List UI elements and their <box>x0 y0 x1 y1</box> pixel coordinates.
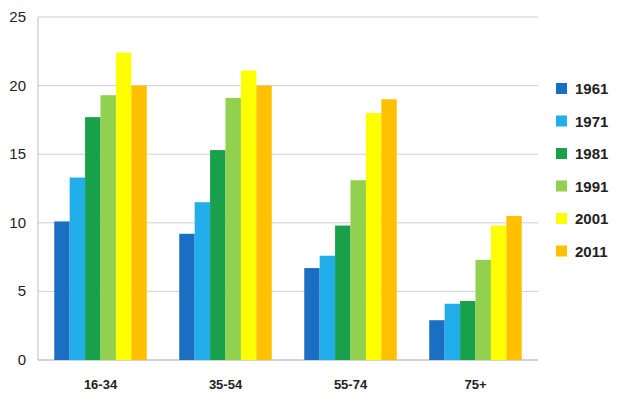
chart-svg: 0 5 10 15 20 25 16-34 35-54 55-74 75+ 1961 1971 1981… <box>0 0 620 402</box>
bar <box>210 150 225 360</box>
legend-swatch <box>556 213 567 224</box>
x-tick-label: 75+ <box>464 377 486 392</box>
bar <box>335 226 350 360</box>
bar <box>351 180 366 360</box>
x-tick-label: 16-34 <box>84 377 118 392</box>
bar <box>85 117 100 360</box>
legend-label: 1981 <box>575 145 608 162</box>
bar <box>116 53 131 360</box>
bar <box>101 95 116 360</box>
y-tick-label: 10 <box>9 214 26 231</box>
legend-label: 1991 <box>575 178 608 195</box>
legend-label: 2001 <box>575 210 608 227</box>
bar <box>429 320 444 360</box>
bar <box>506 216 521 360</box>
bar <box>381 99 396 360</box>
grid-line <box>38 17 538 18</box>
bar <box>304 268 319 360</box>
legend-swatch <box>556 246 567 257</box>
bars <box>54 53 522 360</box>
y-axis-line <box>38 17 39 360</box>
bar <box>226 98 241 360</box>
legend-swatch <box>556 181 567 192</box>
bar <box>445 304 460 360</box>
chart-container: 0 5 10 15 20 25 16-34 35-54 55-74 75+ 1961 1971 1981… <box>0 0 620 402</box>
bar <box>241 71 256 360</box>
y-tick-label: 0 <box>18 351 26 368</box>
legend-swatch <box>556 148 567 159</box>
grid-line <box>38 85 538 86</box>
bar <box>54 221 69 360</box>
bar <box>179 234 194 360</box>
bar <box>366 113 381 360</box>
legend-swatch <box>556 116 567 127</box>
legend-label: 1971 <box>575 113 608 130</box>
bar <box>70 178 85 360</box>
y-tick-label: 5 <box>18 282 26 299</box>
bar <box>256 86 271 360</box>
x-tick-label: 35-54 <box>209 377 243 392</box>
y-tick-label: 20 <box>9 77 26 94</box>
legend-label: 1961 <box>575 80 608 97</box>
y-tick-label: 25 <box>9 8 26 25</box>
bar <box>476 260 491 360</box>
bar <box>195 202 210 360</box>
legend: 1961 1971 1981 1991 2001 2011 <box>556 80 608 260</box>
y-tick-label: 15 <box>9 145 26 162</box>
bar <box>460 301 475 360</box>
bar <box>320 256 335 360</box>
bar <box>491 226 506 360</box>
bar <box>131 86 146 360</box>
x-tick-label: 55-74 <box>334 377 368 392</box>
legend-swatch <box>556 83 567 94</box>
legend-label: 2011 <box>575 243 608 260</box>
